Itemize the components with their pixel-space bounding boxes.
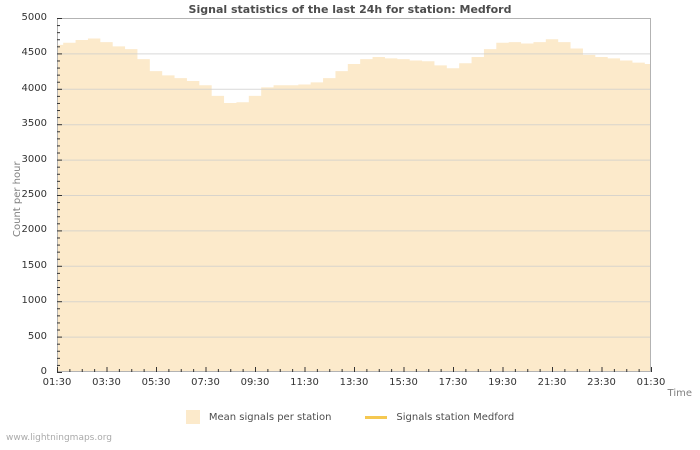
legend-item-label: Signals station Medford (396, 411, 515, 423)
legend-line-swatch-icon (365, 415, 388, 419)
x-axis-tick-label: 07:30 (191, 377, 220, 388)
x-axis-tick-label: 05:30 (141, 377, 171, 388)
x-axis-tick-label: 09:30 (240, 377, 270, 388)
x-axis-label: Time (667, 388, 692, 399)
x-axis-tick-label: 11:30 (290, 377, 319, 388)
y-axis-tick-label: 1000 (21, 295, 47, 307)
legend-item-label: Mean signals per station (208, 411, 332, 423)
x-axis-tick-label: 01:30 (42, 377, 72, 388)
y-axis-tick-label: 2500 (21, 189, 47, 200)
y-axis-tick-label: 2000 (21, 224, 47, 236)
y-axis-tick-label: 4500 (21, 47, 47, 59)
x-axis-tick-label: 15:30 (389, 377, 418, 388)
x-axis-tick-label: 01:30 (636, 377, 666, 388)
legend-item-mean-signals: Mean signals per station (185, 410, 332, 424)
x-axis-tick-label: 21:30 (537, 377, 567, 388)
chart-legend: Mean signals per station Signals station… (0, 410, 700, 424)
y-axis-tick-label: 0 (40, 366, 47, 377)
y-axis-tick-label: 3000 (21, 153, 47, 165)
chart-title: Signal statistics of the last 24h for st… (188, 3, 512, 16)
x-axis-tick-label: 17:30 (438, 377, 468, 388)
x-axis-tick-label: 23:30 (587, 377, 616, 388)
legend-area-swatch-icon (185, 410, 200, 424)
y-axis-tick-label: 5000 (21, 12, 47, 23)
x-axis-tick-label: 19:30 (488, 377, 517, 388)
x-axis-tick-label: 03:30 (92, 377, 121, 388)
y-axis-tick-label: 4000 (21, 82, 47, 94)
legend-item-station-signals: Signals station Medford (365, 412, 514, 423)
y-axis-tick-label: 500 (27, 330, 47, 342)
site-watermark: www.lightningmaps.org (6, 433, 112, 443)
y-axis-tick-label: 3500 (21, 118, 47, 130)
y-axis-tick-label: 1500 (21, 259, 47, 271)
x-axis-tick-label: 13:30 (339, 377, 369, 388)
